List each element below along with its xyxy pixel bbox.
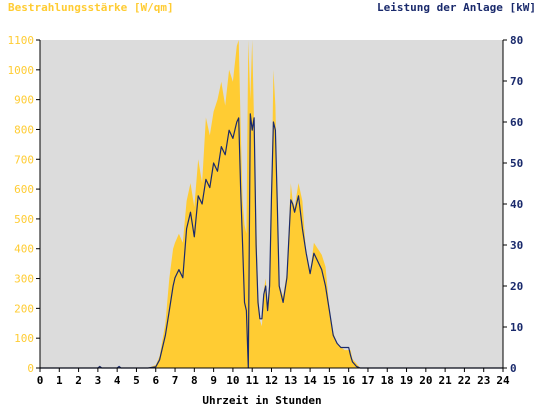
x-tick-label: 12 (265, 374, 278, 387)
x-tick-label: 1 (56, 374, 63, 387)
x-tick-label: 17 (361, 374, 374, 387)
left-y-tick-label: 1000 (8, 64, 35, 77)
x-axis-label: Uhrzeit in Stunden (202, 394, 321, 407)
right-y-tick-label: 70 (510, 75, 523, 88)
left-axis-title: Bestrahlungsstärke [W/qm] (8, 1, 174, 14)
right-y-tick-label: 30 (510, 239, 523, 252)
left-y-tick-label: 300 (14, 273, 34, 286)
x-tick-label: 9 (210, 374, 217, 387)
right-y-tick-label: 60 (510, 116, 523, 129)
left-y-tick-label: 1100 (8, 34, 35, 47)
x-tick-label: 18 (381, 374, 394, 387)
left-y-tick-label: 800 (14, 123, 34, 136)
x-tick-label: 4 (114, 374, 121, 387)
x-tick-label: 5 (133, 374, 140, 387)
right-y-tick-label: 0 (510, 362, 517, 375)
left-y-tick-label: 200 (14, 302, 34, 315)
left-y-tick-label: 400 (14, 243, 34, 256)
left-y-tick-label: 900 (14, 94, 34, 107)
x-tick-label: 13 (284, 374, 297, 387)
x-tick-label: 16 (342, 374, 356, 387)
right-y-axis-ticks: 0 10 20 30 40 50 60 70 80 (503, 34, 523, 375)
left-y-tick-label: 600 (14, 183, 34, 196)
left-y-axis-ticks: 0 100 200 300 400 500 600 700 800 900 1000 1100 (8, 34, 40, 375)
right-axis-title: Leistung der Anlage [kW] (377, 1, 536, 14)
power-line-layer (40, 113, 503, 369)
x-tick-label: 15 (323, 374, 336, 387)
x-tick-label: 11 (246, 374, 260, 387)
right-y-tick-label: 80 (510, 34, 523, 47)
x-tick-label: 22 (458, 374, 471, 387)
x-axis-ticks: 0 1 2 3 4 5 6 7 8 9 10 11 12 13 14 15 16 17 18 19 20 21 22 23 24 (37, 368, 510, 387)
x-tick-label: 8 (191, 374, 198, 387)
left-y-tick-label: 700 (14, 153, 34, 166)
x-tick-label: 24 (496, 374, 510, 387)
left-y-tick-label: 0 (27, 362, 34, 375)
x-tick-label: 14 (303, 374, 317, 387)
x-tick-label: 10 (226, 374, 239, 387)
right-y-tick-label: 10 (510, 321, 523, 334)
x-tick-label: 3 (95, 374, 102, 387)
x-tick-label: 6 (152, 374, 159, 387)
x-tick-label: 2 (75, 374, 82, 387)
right-y-tick-label: 50 (510, 157, 523, 170)
x-tick-label: 19 (400, 374, 413, 387)
x-tick-label: 0 (37, 374, 44, 387)
x-tick-label: 20 (419, 374, 432, 387)
x-tick-label: 7 (172, 374, 179, 387)
x-tick-label: 21 (439, 374, 453, 387)
power-line (40, 113, 503, 369)
left-y-tick-label: 500 (14, 213, 34, 226)
right-y-tick-label: 40 (510, 198, 523, 211)
left-y-tick-label: 100 (14, 332, 34, 345)
x-tick-label: 23 (477, 374, 490, 387)
right-y-tick-label: 20 (510, 280, 523, 293)
